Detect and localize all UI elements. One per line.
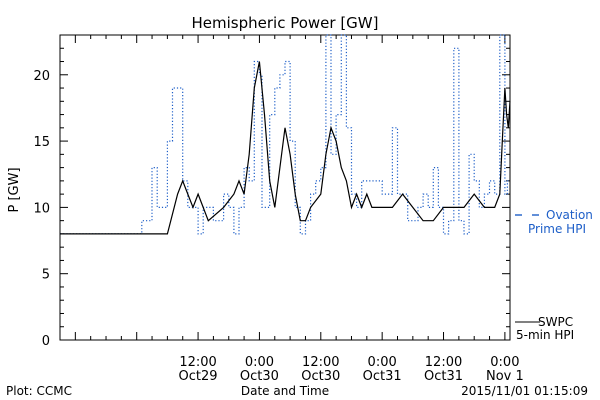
x-tick-date-label: Nov 1 [486, 369, 524, 384]
y-axis-label: P [GW] [7, 167, 22, 212]
x-axis-label: Date and Time [241, 384, 329, 398]
y-tick-label: 5 [42, 268, 50, 283]
y-tick-label: 10 [33, 201, 50, 216]
legend-label-ovation-line1: Ovation [546, 208, 593, 222]
legend-label-swpc-line2: 5-min HPI [516, 328, 574, 342]
x-tick-time-label: 0:00 [490, 355, 519, 370]
footer-plot-credit: Plot: CCMC [6, 384, 72, 398]
x-tick-date-label: Oct31 [424, 369, 463, 384]
plot-frame [59, 34, 511, 341]
x-tick-date-label: Oct30 [301, 369, 340, 384]
y-tick-label: 0 [42, 334, 50, 349]
chart-title: Hemispheric Power [GW] [192, 14, 379, 32]
series-line-ovation-prime [60, 34, 510, 235]
series-layer [60, 34, 511, 235]
legend-label-swpc-line1: SWPC [538, 315, 573, 329]
x-tick-time-label: 0:00 [368, 355, 397, 370]
x-tick-date-label: Oct29 [179, 369, 218, 384]
y-tick-labels: 0 5 10 15 20 [33, 69, 50, 349]
y-tick-label: 20 [33, 69, 50, 84]
x-tick-time-label: 12:00 [302, 355, 339, 370]
series-line-swpc [60, 61, 511, 235]
x-tick-time-label: 0:00 [245, 355, 274, 370]
x-tick-labels: 12:00Oct290:00Oct3012:00Oct300:00Oct3112… [179, 355, 524, 384]
y-tick-label: 15 [33, 135, 50, 150]
footer-timestamp: 2015/11/01 01:15:09 [461, 384, 588, 398]
x-tick-date-label: Oct31 [363, 369, 402, 384]
x-tick-time-label: 12:00 [425, 355, 462, 370]
legend-label-ovation-line2: Prime HPI [528, 222, 586, 236]
x-tick-time-label: 12:00 [179, 355, 216, 370]
x-tick-date-label: Oct30 [240, 369, 279, 384]
axis-ticks [59, 35, 510, 341]
